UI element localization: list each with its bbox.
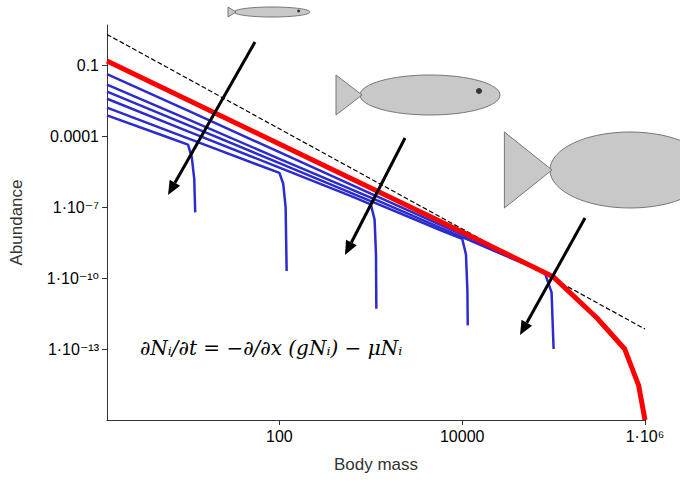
svg-text:1·10⁶: 1·10⁶ xyxy=(626,428,665,445)
svg-text:1·10⁻¹⁰: 1·10⁻¹⁰ xyxy=(47,270,99,287)
svg-text:1·10⁻⁷: 1·10⁻⁷ xyxy=(53,199,99,216)
svg-text:Abundance: Abundance xyxy=(7,179,26,265)
svg-text:100: 100 xyxy=(266,428,293,445)
svg-text:10000: 10000 xyxy=(440,428,485,445)
svg-text:Body mass: Body mass xyxy=(334,455,418,474)
svg-text:1·10⁻¹³: 1·10⁻¹³ xyxy=(48,341,100,358)
svg-text:∂Nᵢ/∂t = −∂/∂x (gNᵢ) − μNᵢ: ∂Nᵢ/∂t = −∂/∂x (gNᵢ) − μNᵢ xyxy=(140,336,402,360)
svg-text:0.1: 0.1 xyxy=(77,57,99,74)
svg-text:0.0001: 0.0001 xyxy=(50,128,99,145)
